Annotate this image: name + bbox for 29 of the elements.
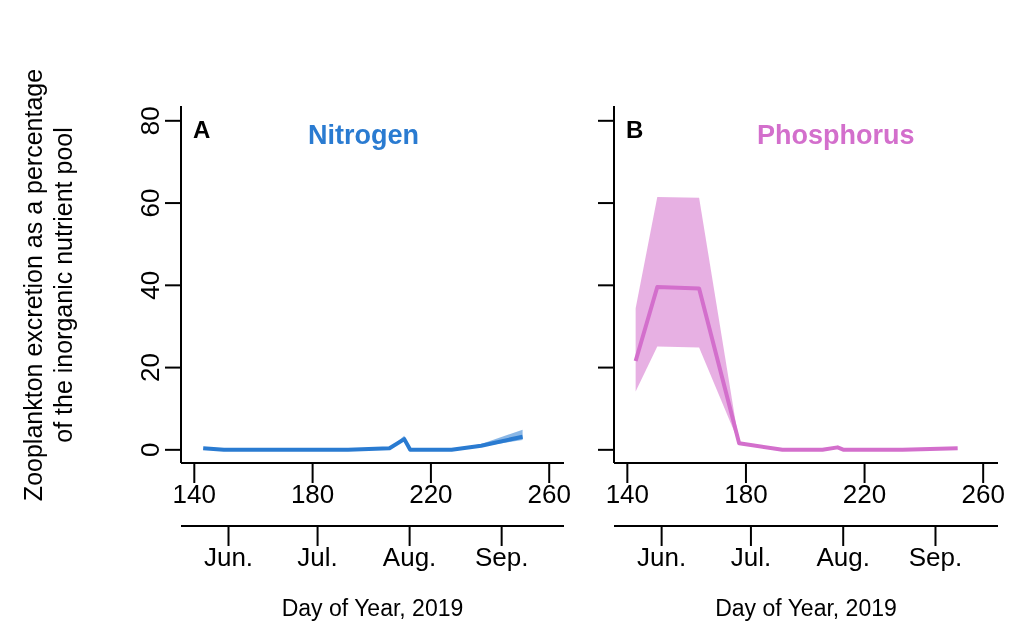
y-tick-label: 0 xyxy=(135,442,165,458)
x2-tick-label: Aug. xyxy=(382,542,437,573)
text: Phosphorus xyxy=(757,120,915,151)
x2-tick-label: Jun. xyxy=(637,542,687,573)
y-tick-label: 60 xyxy=(135,188,165,218)
x-tick-label: 260 xyxy=(527,479,571,510)
x-tick-label: 260 xyxy=(961,479,1005,510)
y-tick-label: 40 xyxy=(135,270,165,300)
x2-tick-label: Jun. xyxy=(203,542,254,573)
x2-tick-label: Aug. xyxy=(816,542,870,573)
x-tick-label: 140 xyxy=(172,479,216,510)
x2-tick-label: Jul. xyxy=(730,542,772,573)
x-tick-label: 220 xyxy=(409,479,453,510)
x2-axis-title: Day of Year, 2019 xyxy=(715,595,897,621)
x-tick-label: 180 xyxy=(290,479,335,510)
y-tick-label: 80 xyxy=(135,106,165,136)
text: Nitrogen xyxy=(308,120,419,151)
x2-tick-label: Jul. xyxy=(297,542,338,573)
x2-axis-title: Day of Year, 2019 xyxy=(281,595,464,621)
y-axis-title: Zooplankton excretion as a percentage of the inorganic nutrient pool xyxy=(18,67,78,504)
x-tick-label: 180 xyxy=(724,479,768,510)
x-tick-label: 140 xyxy=(605,479,650,510)
x-tick-label: 220 xyxy=(842,479,887,510)
annotation: A xyxy=(193,116,211,144)
annotation: B xyxy=(626,116,644,144)
x2-tick-label: Sep. xyxy=(474,542,529,573)
line-series xyxy=(201,434,525,452)
y-tick-label: 20 xyxy=(135,353,165,383)
x2-tick-label: Sep. xyxy=(908,542,963,573)
